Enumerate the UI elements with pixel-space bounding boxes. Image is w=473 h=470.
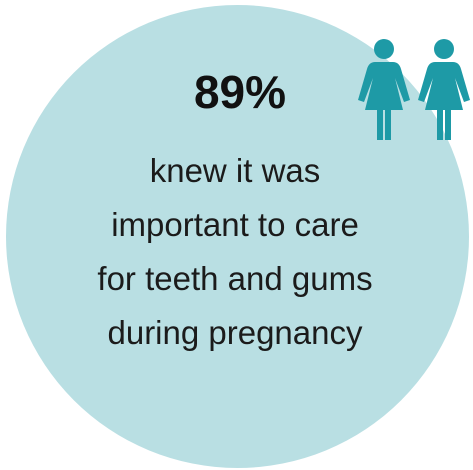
caption-line-3: for teeth and gums <box>97 260 373 297</box>
caption-line-1: knew it was <box>149 152 321 189</box>
caption-line-4: during pregnancy <box>107 314 363 351</box>
women-icons-group <box>355 38 473 142</box>
woman-icon <box>355 38 413 142</box>
caption-line-2: important to care <box>111 206 359 243</box>
statistic-value: 89% <box>193 66 287 118</box>
woman-icon <box>415 38 473 142</box>
statistic-caption: knew it was important to care for teeth … <box>20 144 450 360</box>
